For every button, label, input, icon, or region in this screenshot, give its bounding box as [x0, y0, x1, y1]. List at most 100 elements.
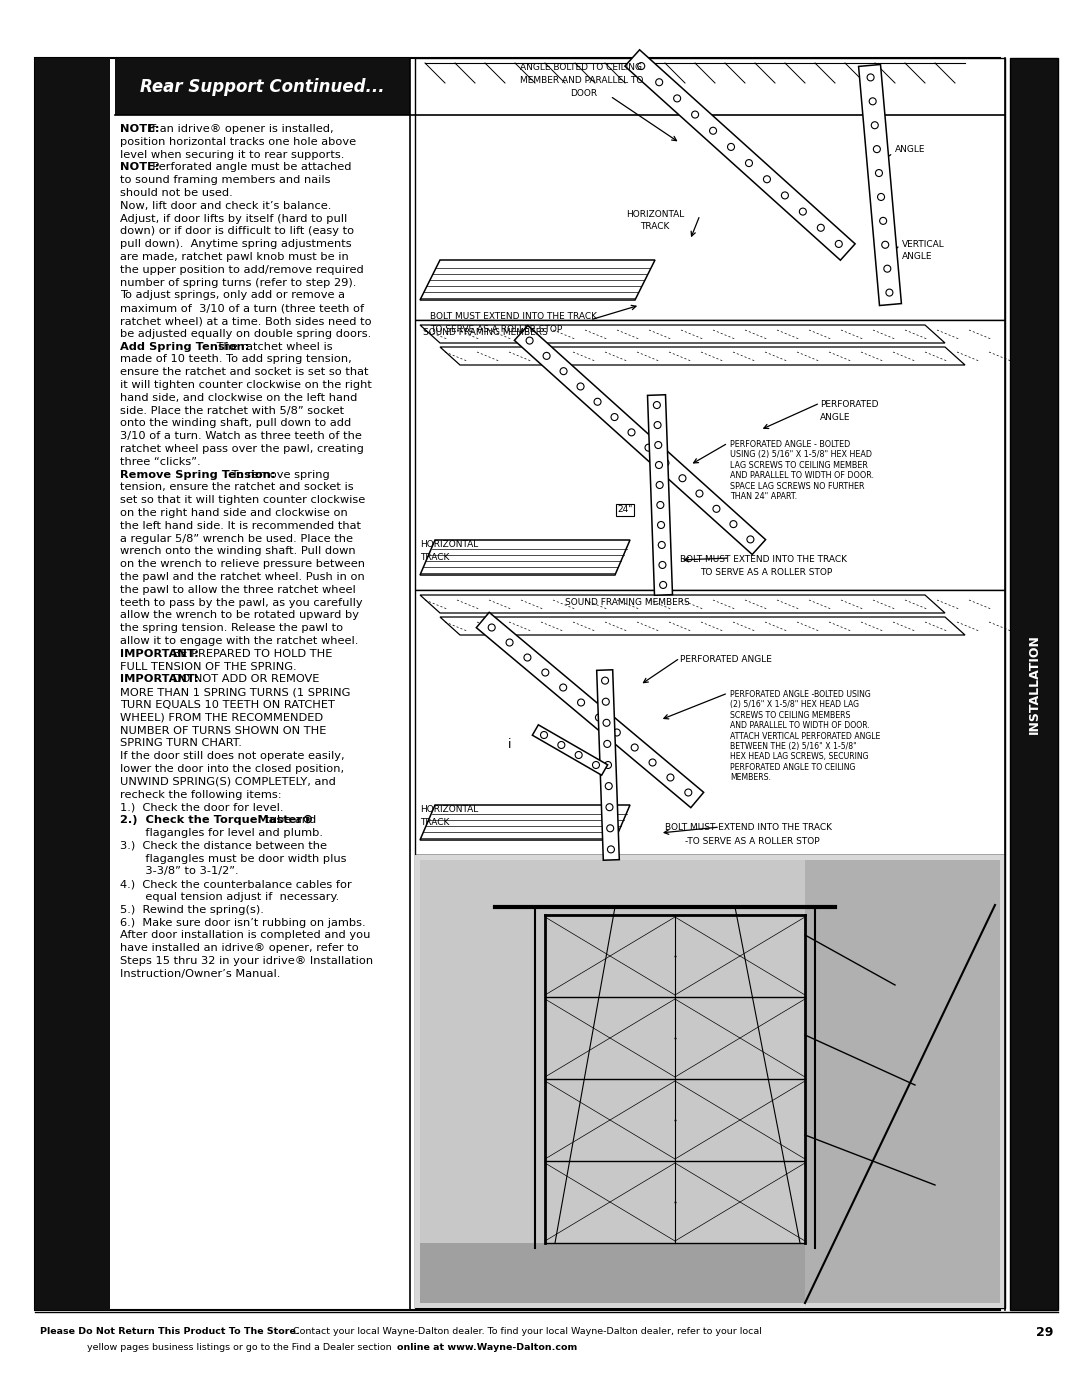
Polygon shape [440, 346, 966, 365]
Text: PERFORATED ANGLE: PERFORATED ANGLE [680, 655, 772, 664]
Text: the pawl and the ratchet wheel. Push in on: the pawl and the ratchet wheel. Push in … [120, 571, 365, 583]
Text: PERFORATED ANGLE - BOLTED
USING (2) 5/16" X 1-5/8" HEX HEAD
LAG SCREWS TO CEILIN: PERFORATED ANGLE - BOLTED USING (2) 5/16… [730, 440, 874, 502]
Text: side. Place the ratchet with 5/8” socket: side. Place the ratchet with 5/8” socket [120, 405, 345, 415]
Text: -TO SERVE AS A ROLLER STOP: -TO SERVE AS A ROLLER STOP [685, 837, 820, 847]
Text: flagangles for level and plumb.: flagangles for level and plumb. [120, 828, 323, 838]
Text: Now, lift door and check it’s balance.: Now, lift door and check it’s balance. [120, 201, 332, 211]
Text: i: i [509, 739, 512, 752]
Text: TRACK: TRACK [420, 819, 449, 827]
Text: ANGLE: ANGLE [895, 145, 926, 155]
Text: NOTE:: NOTE: [120, 124, 160, 134]
Bar [415, 855, 1005, 1308]
Text: Steps 15 thru 32 in your idrive® Installation: Steps 15 thru 32 in your idrive® Install… [120, 956, 373, 965]
Polygon shape [420, 595, 945, 613]
Text: online at www.Wayne-Dalton.com: online at www.Wayne-Dalton.com [397, 1344, 577, 1352]
Text: set so that it will tighten counter clockwise: set so that it will tighten counter cloc… [120, 495, 365, 506]
Text: allow it to engage with the ratchet wheel.: allow it to engage with the ratchet whee… [120, 636, 359, 645]
Text: 29: 29 [1036, 1326, 1053, 1338]
Text: the pawl to allow the three ratchet wheel: the pawl to allow the three ratchet whee… [120, 585, 355, 595]
Text: To remove spring: To remove spring [228, 469, 330, 479]
Text: To adjust springs, only add or remove a: To adjust springs, only add or remove a [120, 291, 345, 300]
Text: 2.)  Check the TorqueMaster®: 2.) Check the TorqueMaster® [120, 816, 313, 826]
Text: ensure the ratchet and socket is set so that: ensure the ratchet and socket is set so … [120, 367, 368, 377]
Polygon shape [420, 326, 945, 344]
Text: tube and: tube and [258, 816, 316, 826]
Text: be adjusted equally on double spring doors.: be adjusted equally on double spring doo… [120, 328, 372, 339]
Text: lower the door into the closed position,: lower the door into the closed position, [120, 764, 345, 774]
Text: it will tighten counter clockwise on the right: it will tighten counter clockwise on the… [120, 380, 372, 390]
Text: 6.)  Make sure door isn’t rubbing on jambs.: 6.) Make sure door isn’t rubbing on jamb… [120, 918, 366, 928]
Text: 24": 24" [618, 506, 633, 514]
Text: on the right hand side and clockwise on: on the right hand side and clockwise on [120, 509, 348, 518]
Text: the upper position to add/remove required: the upper position to add/remove require… [120, 265, 364, 275]
Text: yellow pages business listings or go to the Find a Dealer section: yellow pages business listings or go to … [87, 1344, 395, 1352]
Text: After door installation is completed and you: After door installation is completed and… [120, 930, 370, 940]
Text: HORIZONTAL: HORIZONTAL [420, 541, 478, 549]
Text: WHEEL) FROM THE RECOMMENDED: WHEEL) FROM THE RECOMMENDED [120, 712, 323, 722]
Text: If the door still does not operate easily,: If the door still does not operate easil… [120, 752, 345, 761]
Text: allow the wrench to be rotated upward by: allow the wrench to be rotated upward by [120, 610, 359, 620]
Text: NUMBER OF TURNS SHOWN ON THE: NUMBER OF TURNS SHOWN ON THE [120, 725, 326, 736]
Text: NOTE:: NOTE: [120, 162, 160, 172]
Text: maximum of  3/10 of a turn (three teeth of: maximum of 3/10 of a turn (three teeth o… [120, 303, 364, 313]
Text: 3/10 of a turn. Watch as three teeth of the: 3/10 of a turn. Watch as three teeth of … [120, 432, 362, 441]
Text: Please Do Not Return This Product To The Store.: Please Do Not Return This Product To The… [40, 1327, 299, 1337]
Text: BOLT MUST EXTEND INTO THE TRACK: BOLT MUST EXTEND INTO THE TRACK [430, 312, 597, 321]
Text: ratchet wheel) at a time. Both sides need to: ratchet wheel) at a time. Both sides nee… [120, 316, 372, 326]
Polygon shape [514, 326, 766, 555]
Text: PERFORATED ANGLE -BOLTED USING
(2) 5/16" X 1-5/8" HEX HEAD LAG
SCREWS TO CEILING: PERFORATED ANGLE -BOLTED USING (2) 5/16"… [730, 690, 880, 782]
Text: BE PREPARED TO HOLD THE: BE PREPARED TO HOLD THE [170, 648, 333, 659]
Text: IMPORTANT:: IMPORTANT: [120, 675, 199, 685]
Text: to sound framing members and nails: to sound framing members and nails [120, 175, 330, 186]
Bar [415, 855, 1005, 1308]
Text: MEMBER AND PARALLEL TO: MEMBER AND PARALLEL TO [519, 75, 644, 85]
Text: PERFORATED: PERFORATED [820, 400, 878, 409]
Text: ratchet wheel pass over the pawl, creating: ratchet wheel pass over the pawl, creati… [120, 444, 364, 454]
Text: down) or if door is difficult to lift (easy to: down) or if door is difficult to lift (e… [120, 226, 354, 236]
Text: teeth to pass by the pawl, as you carefully: teeth to pass by the pawl, as you carefu… [120, 598, 363, 608]
Text: are made, ratchet pawl knob must be in: are made, ratchet pawl knob must be in [120, 251, 349, 263]
Polygon shape [476, 612, 704, 807]
Text: ANGLE: ANGLE [820, 414, 851, 422]
Text: SPRING TURN CHART.: SPRING TURN CHART. [120, 739, 242, 749]
Text: UNWIND SPRING(S) COMPLETELY, and: UNWIND SPRING(S) COMPLETELY, and [120, 777, 336, 787]
Text: made of 10 teeth. To add spring tension,: made of 10 teeth. To add spring tension, [120, 355, 352, 365]
Text: IMPORTANT:: IMPORTANT: [120, 648, 199, 659]
Text: Instruction/Owner’s Manual.: Instruction/Owner’s Manual. [120, 968, 281, 979]
Text: equal tension adjust if  necessary.: equal tension adjust if necessary. [120, 893, 339, 902]
Text: the left hand side. It is recommended that: the left hand side. It is recommended th… [120, 521, 361, 531]
Bar [35, 59, 110, 1310]
Polygon shape [440, 617, 966, 636]
Text: have installed an idrive® opener, refer to: have installed an idrive® opener, refer … [120, 943, 359, 953]
Text: should not be used.: should not be used. [120, 189, 233, 198]
Text: Remove Spring Tension:: Remove Spring Tension: [120, 469, 275, 479]
Bar [114, 59, 410, 115]
Text: BOLT MUST EXTEND INTO THE TRACK: BOLT MUST EXTEND INTO THE TRACK [665, 823, 832, 833]
Text: 4.)  Check the counterbalance cables for: 4.) Check the counterbalance cables for [120, 879, 352, 890]
Text: the spring tension. Release the pawl to: the spring tension. Release the pawl to [120, 623, 343, 633]
Polygon shape [420, 805, 630, 840]
Text: 5.)  Rewind the spring(s).: 5.) Rewind the spring(s). [120, 905, 264, 915]
Text: BOLT MUST EXTEND INTO THE TRACK: BOLT MUST EXTEND INTO THE TRACK [680, 555, 847, 564]
Bar [420, 861, 1000, 1303]
Bar [420, 1243, 1000, 1303]
Text: SOUND FRAMING MEMBERS: SOUND FRAMING MEMBERS [565, 598, 690, 608]
Text: a regular 5/8” wrench be used. Place the: a regular 5/8” wrench be used. Place the [120, 534, 353, 543]
Text: MORE THAN 1 SPRING TURNS (1 SPRING: MORE THAN 1 SPRING TURNS (1 SPRING [120, 687, 350, 697]
Text: FULL TENSION OF THE SPRING.: FULL TENSION OF THE SPRING. [120, 662, 297, 672]
Text: hand side, and clockwise on the left hand: hand side, and clockwise on the left han… [120, 393, 357, 402]
Text: wrench onto the winding shaft. Pull down: wrench onto the winding shaft. Pull down [120, 546, 355, 556]
Text: TO SERVE AS A ROLLER STOP: TO SERVE AS A ROLLER STOP [700, 569, 833, 577]
Polygon shape [532, 725, 608, 775]
Text: tension, ensure the ratchet and socket is: tension, ensure the ratchet and socket i… [120, 482, 353, 492]
Text: three “clicks”.: three “clicks”. [120, 457, 201, 467]
Text: TO SERVE AS A ROLLER STOP: TO SERVE AS A ROLLER STOP [430, 326, 563, 334]
Bar [415, 590, 1005, 855]
Text: HORIZONTAL: HORIZONTAL [626, 210, 684, 219]
Bar [805, 861, 1000, 1303]
Polygon shape [648, 395, 673, 595]
Text: TRACK: TRACK [640, 222, 670, 231]
Text: VERTICAL: VERTICAL [902, 240, 945, 249]
Bar [35, 59, 1000, 1310]
Bar [415, 59, 1005, 320]
